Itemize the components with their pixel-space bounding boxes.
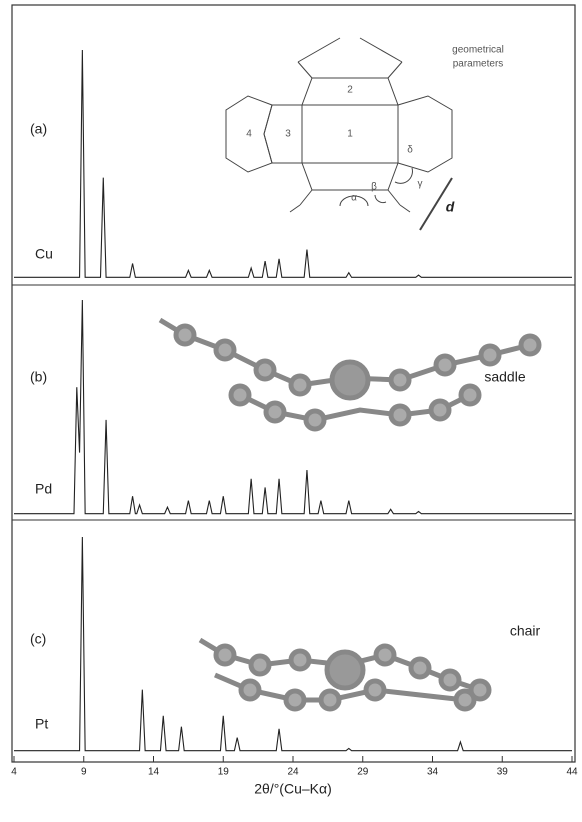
distance-label: d	[446, 199, 455, 215]
x-tick-label: 24	[287, 767, 299, 778]
x-tick-label: 19	[218, 767, 230, 778]
pattern-line	[14, 299, 572, 515]
panel-label: (c)	[30, 631, 46, 647]
diagram-title: parameters	[453, 59, 504, 70]
ring-diagram	[225, 37, 453, 231]
angle-label: γ	[418, 179, 423, 190]
ring-label: 1	[347, 129, 353, 140]
pattern-line	[14, 536, 572, 752]
diagram-title: geometrical	[452, 45, 504, 56]
x-tick-label: 14	[148, 767, 160, 778]
x-tick-label: 34	[427, 767, 439, 778]
panel-label: (b)	[30, 369, 47, 385]
conformation-label: chair	[510, 623, 541, 639]
angle-label: β	[371, 182, 377, 193]
metal-label: Pd	[35, 481, 52, 497]
angle-label: δ	[407, 145, 413, 156]
conformation-label: saddle	[484, 369, 525, 385]
metal-label: Cu	[35, 246, 53, 262]
ring-label: 3	[285, 129, 291, 140]
x-tick-label: 39	[497, 767, 509, 778]
ring-label: 4	[246, 129, 252, 140]
chair-molecule	[198, 637, 492, 712]
x-tick-label: 4	[11, 767, 17, 778]
angle-label: α	[351, 193, 357, 204]
x-tick-label: 29	[357, 767, 369, 778]
x-axis-title: 2θ/°(Cu–Kα)	[254, 781, 332, 797]
x-tick-label: 44	[566, 767, 578, 778]
pattern-line	[14, 49, 572, 278]
ring-label: 2	[347, 85, 353, 96]
panel-label: (a)	[30, 121, 47, 137]
metal-label: Pt	[35, 716, 48, 732]
saddle-molecule	[158, 317, 542, 432]
x-tick-label: 9	[81, 767, 87, 778]
